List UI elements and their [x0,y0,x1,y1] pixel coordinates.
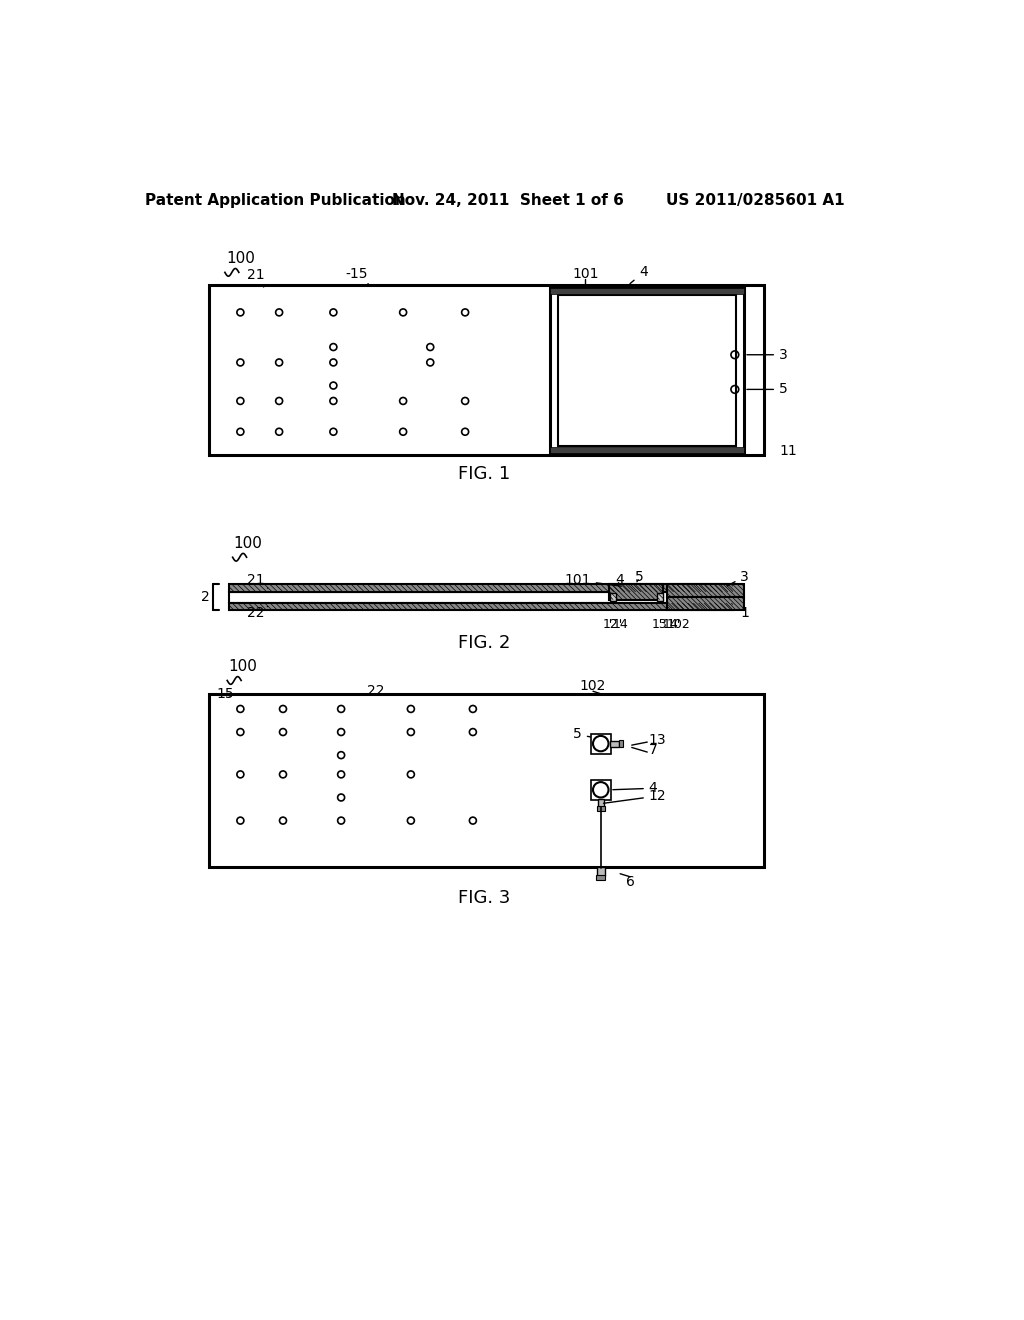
Text: 101: 101 [564,573,622,587]
Bar [667,585,744,598]
Bar [597,867,604,876]
Text: FIG. 2: FIG. 2 [459,635,511,652]
Text: US 2011/0285601 A1: US 2011/0285601 A1 [667,193,845,209]
Text: 12: 12 [602,618,617,631]
Text: Nov. 24, 2011  Sheet 1 of 6: Nov. 24, 2011 Sheet 1 of 6 [392,193,624,209]
Bar [558,296,736,446]
Text: 5: 5 [573,727,590,742]
Bar [591,734,611,754]
Text: 21: 21 [247,268,264,286]
Text: -15: -15 [345,267,369,284]
Bar [618,739,624,747]
Text: 12: 12 [603,789,667,804]
Text: FIG. 1: FIG. 1 [459,465,511,483]
Text: 15: 15 [216,686,233,701]
Text: 4: 4 [615,573,625,587]
Text: 6: 6 [626,875,635,890]
Text: 3: 3 [727,569,749,586]
Text: 3: 3 [746,347,787,362]
Text: 11: 11 [779,444,797,458]
Text: 14: 14 [612,618,628,631]
Text: 100: 100 [233,536,262,550]
Text: 102: 102 [667,618,690,631]
Text: 100: 100 [228,659,257,675]
Text: 21: 21 [247,573,267,589]
Text: 7: 7 [649,743,657,756]
Text: 4: 4 [630,265,648,284]
Bar [228,603,732,610]
Bar [596,875,605,880]
Bar [209,285,764,455]
Text: Patent Application Publication: Patent Application Publication [144,193,406,209]
Bar [209,693,764,867]
Bar [591,780,611,800]
Bar [550,447,744,453]
Bar [550,288,744,453]
Text: 22: 22 [247,606,267,619]
Text: 4: 4 [612,781,657,795]
Bar [610,594,616,601]
Text: 1: 1 [740,606,750,619]
Bar [608,585,663,599]
Bar [598,799,604,807]
Text: 14: 14 [663,618,678,631]
Bar [610,741,620,747]
Bar [550,288,744,294]
Text: 5: 5 [746,383,787,396]
Text: 13: 13 [651,618,668,631]
Text: 2: 2 [201,590,210,605]
Text: 102: 102 [580,678,606,693]
Text: 5: 5 [635,570,644,585]
Bar [656,594,663,601]
Bar [667,597,744,610]
Text: 101: 101 [572,267,598,281]
Text: 100: 100 [226,251,255,267]
Text: 13: 13 [649,733,667,747]
Text: 22: 22 [360,684,385,698]
Text: FIG. 3: FIG. 3 [459,888,511,907]
Bar [597,807,604,810]
Bar [228,591,732,603]
Bar [228,585,732,591]
